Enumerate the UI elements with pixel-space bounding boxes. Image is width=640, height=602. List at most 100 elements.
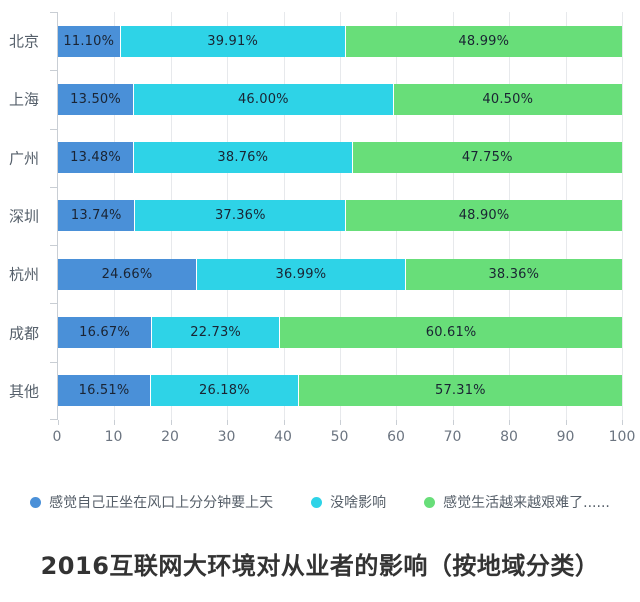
x-axis-tick: [340, 420, 341, 425]
bar-row: 11.10% 39.91% 48.99%: [58, 12, 622, 70]
bar-segment-green: 60.61%: [280, 317, 623, 349]
x-axis-tick: [509, 420, 511, 425]
x-axis-tick: [396, 420, 398, 425]
bar-segment-green: 48.99%: [345, 25, 622, 57]
bar-segment-cyan: 38.76%: [134, 142, 353, 174]
category-label: 杭州: [9, 265, 40, 284]
bar-value-label: 36.99%: [275, 266, 327, 282]
bar-segment-green: 57.31%: [298, 375, 622, 407]
x-tick-label: 10: [104, 429, 123, 445]
bar-value-label: 57.31%: [434, 383, 486, 399]
bar-segment-cyan: 36.99%: [197, 258, 406, 290]
bar-value-label: 13.50%: [70, 91, 121, 107]
x-tick-label: 60: [387, 429, 405, 445]
legend-label-green: 感觉生活越来越艰难了......: [443, 495, 610, 511]
x-axis-tick: [114, 420, 116, 425]
category-label: 深圳: [9, 207, 40, 226]
y-axis-tick: [50, 186, 58, 188]
bar-value-label: 48.99%: [458, 33, 510, 49]
bar-segment-cyan: 46.00%: [134, 83, 394, 115]
bar-segment-blue: 16.67%: [58, 317, 153, 349]
bar-segment-blue: 13.48%: [58, 142, 135, 174]
category-label: 成都: [9, 324, 40, 343]
category-label: 北京: [9, 32, 40, 51]
bar-segment-green: 38.36%: [405, 258, 622, 290]
y-axis-labels: 北京上海广州深圳杭州成都其他: [0, 12, 57, 420]
stacked-bar-chart: 北京上海广州深圳杭州成都其他 11.10% 39.91% 48.99% 13.50% 4…: [0, 12, 640, 580]
legend-dot-green-icon: [424, 496, 436, 508]
legend-label-blue: 感觉自己正坐在风口上分分钟要上天: [49, 495, 274, 511]
y-axis-tick: [50, 303, 58, 305]
legend-label-cyan: 没啥影响: [330, 495, 387, 511]
bar-value-label: 24.66%: [101, 266, 153, 282]
legend-item-cyan: 没啥影响: [311, 492, 386, 512]
bar-value-label: 11.10%: [63, 33, 115, 49]
x-axis-tick: [58, 420, 59, 425]
chart-title: 2016互联网大环境对从业者的影响（按地域分类）: [40, 552, 600, 580]
bar-value-label: 13.74%: [70, 208, 122, 224]
x-tick-label: 50: [330, 429, 349, 445]
y-axis-tick: [50, 419, 58, 420]
x-axis-tick: [565, 420, 567, 425]
category-label: 广州: [9, 149, 40, 168]
bar-segment-blue: 16.51%: [58, 375, 152, 407]
bar-row: 16.51% 26.18% 57.31%: [58, 362, 622, 420]
y-axis-tick: [50, 70, 58, 72]
bar-value-label: 38.76%: [217, 150, 269, 166]
bar-segment-green: 48.90%: [346, 200, 622, 232]
legend: 感觉自己正坐在风口上分分钟要上天 没啥影响 感觉生活越来越艰难了......: [0, 492, 640, 512]
legend-dot-blue-icon: [30, 496, 42, 508]
y-axis-tick: [50, 128, 58, 130]
x-axis-labels: 0 10 20 30 40 50 60 70 80 90 100: [53, 420, 636, 452]
x-tick-label: 80: [500, 429, 518, 445]
bar-value-label: 16.51%: [78, 383, 130, 399]
bar-value-label: 13.48%: [70, 150, 121, 166]
x-tick-label: 30: [217, 429, 236, 445]
legend-item-blue: 感觉自己正坐在风口上分分钟要上天: [30, 492, 273, 512]
bar-row: 16.67% 22.73% 60.61%: [58, 303, 623, 361]
bar-segment-cyan: 39.91%: [120, 25, 346, 57]
x-tick-label: 70: [443, 429, 462, 445]
bar-value-label: 40.50%: [482, 91, 534, 107]
bar-value-label: 37.36%: [214, 208, 266, 224]
x-axis-tick: [452, 420, 454, 425]
y-axis-tick: [50, 361, 58, 363]
legend-item-green: 感觉生活越来越艰难了......: [424, 492, 610, 512]
y-axis-tick: [50, 12, 58, 13]
bar-segment-cyan: 22.73%: [152, 317, 281, 349]
bar-segment-blue: 13.50%: [58, 83, 135, 115]
bar-value-label: 60.61%: [425, 325, 477, 341]
bar-value-label: 26.18%: [199, 383, 250, 399]
bar-segment-cyan: 26.18%: [151, 375, 299, 407]
bar-value-label: 16.67%: [79, 325, 130, 341]
bar-row: 13.50% 46.00% 40.50%: [58, 70, 622, 128]
x-axis-tick: [170, 420, 172, 425]
category-label: 上海: [9, 90, 40, 109]
y-axis-tick: [50, 245, 58, 247]
category-label: 其他: [9, 382, 40, 401]
bar-row: 13.74% 37.36% 48.90%: [58, 187, 622, 245]
bar-segment-blue: 24.66%: [58, 258, 198, 290]
bar-value-label: 39.91%: [207, 33, 259, 49]
bar-segment-green: 40.50%: [393, 83, 622, 115]
x-axis-tick: [283, 420, 285, 425]
x-tick-label: 90: [556, 429, 575, 445]
plot-area: 11.10% 39.91% 48.99% 13.50% 46.00% 40.50% 13.4…: [50, 12, 623, 425]
x-axis-tick: [227, 420, 229, 425]
bar-value-label: 22.73%: [190, 325, 241, 341]
bar-segment-blue: 13.74%: [58, 200, 136, 232]
grid-line: [622, 12, 623, 420]
x-axis-tick: [622, 420, 623, 425]
bar-segment-cyan: 37.36%: [135, 200, 347, 232]
bar-value-label: 38.36%: [488, 266, 540, 282]
bar-row: 13.48% 38.76% 47.75%: [58, 129, 622, 187]
x-tick-label: 0: [52, 429, 62, 445]
x-tick-label: 20: [161, 429, 179, 445]
bar-value-label: 46.00%: [237, 91, 289, 107]
x-tick-label: 40: [274, 429, 292, 445]
x-tick-label: 100: [608, 429, 636, 445]
bar-row: 24.66% 36.99% 38.36%: [58, 245, 622, 303]
bar-segment-blue: 11.10%: [58, 25, 121, 57]
bar-value-label: 48.90%: [458, 208, 510, 224]
bar-segment-green: 47.75%: [352, 142, 622, 174]
